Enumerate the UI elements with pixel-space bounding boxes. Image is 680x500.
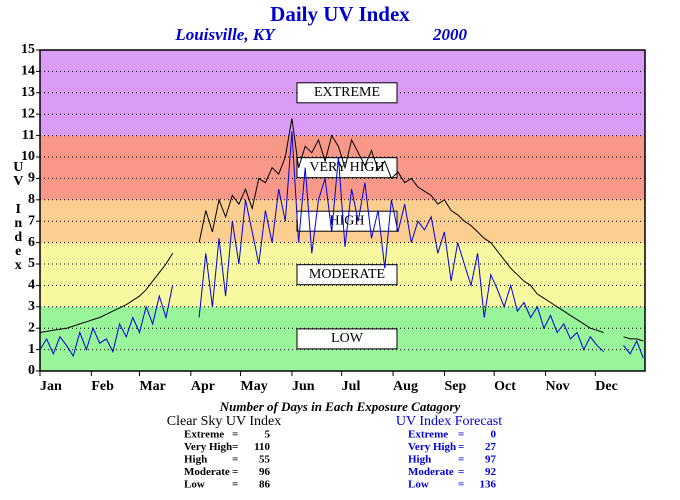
- x-tick-label: Apr: [191, 379, 215, 394]
- y-tick-label: 13: [21, 85, 35, 100]
- y-tick-label: 15: [21, 42, 35, 57]
- summary-value: 110: [254, 441, 270, 453]
- summary-label: Low: [184, 479, 205, 491]
- x-tick-label: Feb: [91, 379, 114, 394]
- band-label: HIGH: [330, 213, 365, 228]
- summary-value: 97: [485, 454, 497, 466]
- summary-header: Clear Sky UV Index: [167, 414, 281, 429]
- summary-label: Very High: [184, 441, 232, 453]
- series-line: [39, 118, 644, 342]
- y-tick-label: 14: [21, 64, 35, 79]
- summary-title: Number of Days in Each Exposure Catagory: [219, 399, 461, 414]
- summary-equals: =: [458, 479, 464, 491]
- summary-label: Moderate: [408, 466, 454, 478]
- summary-equals: =: [458, 454, 464, 466]
- summary-label: Low: [408, 479, 429, 491]
- summary-label: High: [184, 454, 207, 466]
- y-tick-label: 7: [28, 213, 35, 228]
- chart-title: Daily UV Index: [270, 2, 410, 26]
- y-tick-label: 2: [28, 320, 35, 335]
- summary-equals: =: [458, 441, 464, 453]
- band-label: VERY HIGH: [309, 160, 384, 175]
- x-tick-label: Nov: [546, 379, 570, 394]
- x-tick-label: Mar: [139, 379, 165, 394]
- y-tick-label: 10: [21, 149, 35, 164]
- summary-label: Very High: [408, 441, 456, 453]
- plot-frame: [39, 49, 646, 372]
- y-tick-label: 12: [21, 106, 35, 121]
- summary-header: UV Index Forecast: [396, 414, 502, 429]
- x-tick-label: Oct: [494, 379, 516, 394]
- summary-equals: =: [458, 429, 464, 441]
- x-tick-label: May: [241, 379, 268, 394]
- year: 2000: [432, 25, 468, 44]
- summary-value: 92: [485, 466, 497, 478]
- y-tick-label: 1: [28, 342, 35, 357]
- summary-value: 86: [259, 479, 271, 491]
- summary-equals: =: [232, 454, 238, 466]
- band-label-box: [296, 328, 398, 350]
- y-tick-label: 8: [28, 192, 35, 207]
- x-tick-label: Jun: [292, 379, 315, 394]
- summary-equals: =: [232, 429, 238, 441]
- y-axis-label: UV Index: [11, 160, 26, 272]
- x-tick-label: Jan: [40, 379, 62, 394]
- summary-value: 0: [491, 429, 497, 441]
- band-label-box: [296, 264, 398, 286]
- summary-label: Extreme: [408, 429, 448, 441]
- summary-label: Extreme: [184, 429, 224, 441]
- y-tick-label: 5: [28, 256, 35, 271]
- y-tick-label: 0: [28, 363, 35, 378]
- x-tick-label: Aug: [393, 379, 418, 394]
- summary-label: High: [408, 454, 431, 466]
- summary-value: 136: [480, 479, 497, 491]
- summary-value: 27: [485, 441, 497, 453]
- subtitle: Louisville, KY: [174, 25, 276, 44]
- band-label: EXTREME: [314, 85, 380, 100]
- summary-value: 55: [259, 454, 271, 466]
- y-tick-label: 6: [28, 235, 35, 250]
- x-tick-label: Dec: [595, 379, 618, 394]
- x-tick-label: Sep: [444, 379, 466, 394]
- summary-equals: =: [232, 441, 238, 453]
- summary-value: 96: [259, 466, 271, 478]
- series-line: [39, 131, 644, 359]
- y-tick-label: 11: [22, 128, 35, 143]
- y-tick-label: 9: [28, 171, 35, 186]
- y-tick-label: 3: [28, 299, 35, 314]
- summary-equals: =: [232, 479, 238, 491]
- y-tick-label: 4: [28, 278, 35, 293]
- summary-equals: =: [458, 466, 464, 478]
- band-label: MODERATE: [309, 267, 385, 282]
- summary-value: 5: [265, 429, 271, 441]
- band-label-box: [296, 82, 398, 104]
- band-label: LOW: [331, 331, 364, 346]
- x-tick-label: Jul: [342, 379, 361, 394]
- summary-equals: =: [232, 466, 238, 478]
- summary-label: Moderate: [184, 466, 230, 478]
